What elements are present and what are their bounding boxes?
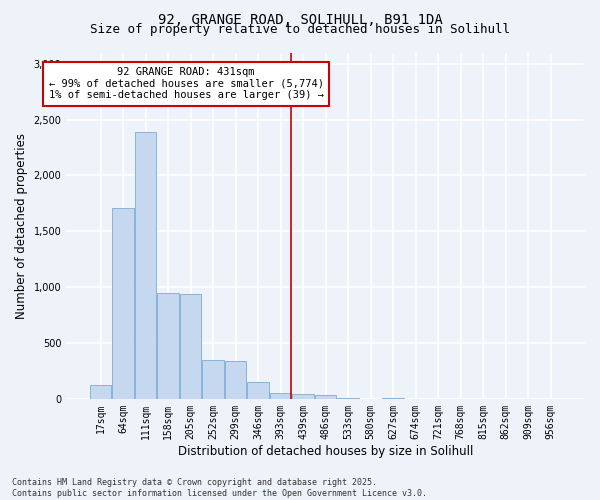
Bar: [202, 360, 224, 399]
Bar: [135, 132, 156, 399]
Bar: [247, 382, 269, 399]
Bar: [157, 292, 179, 399]
Text: 92 GRANGE ROAD: 431sqm
← 99% of detached houses are smaller (5,774)
1% of semi-d: 92 GRANGE ROAD: 431sqm ← 99% of detached…: [49, 67, 323, 100]
Bar: [382, 398, 404, 399]
Bar: [225, 361, 247, 399]
Y-axis label: Number of detached properties: Number of detached properties: [15, 132, 28, 318]
Bar: [337, 398, 359, 399]
Text: Size of property relative to detached houses in Solihull: Size of property relative to detached ho…: [90, 22, 510, 36]
Bar: [180, 294, 201, 399]
Bar: [112, 208, 134, 399]
Bar: [270, 393, 292, 399]
X-axis label: Distribution of detached houses by size in Solihull: Distribution of detached houses by size …: [178, 444, 473, 458]
Bar: [315, 396, 337, 399]
Bar: [90, 386, 111, 399]
Bar: [292, 394, 314, 399]
Text: 92, GRANGE ROAD, SOLIHULL, B91 1DA: 92, GRANGE ROAD, SOLIHULL, B91 1DA: [158, 12, 442, 26]
Text: Contains HM Land Registry data © Crown copyright and database right 2025.
Contai: Contains HM Land Registry data © Crown c…: [12, 478, 427, 498]
